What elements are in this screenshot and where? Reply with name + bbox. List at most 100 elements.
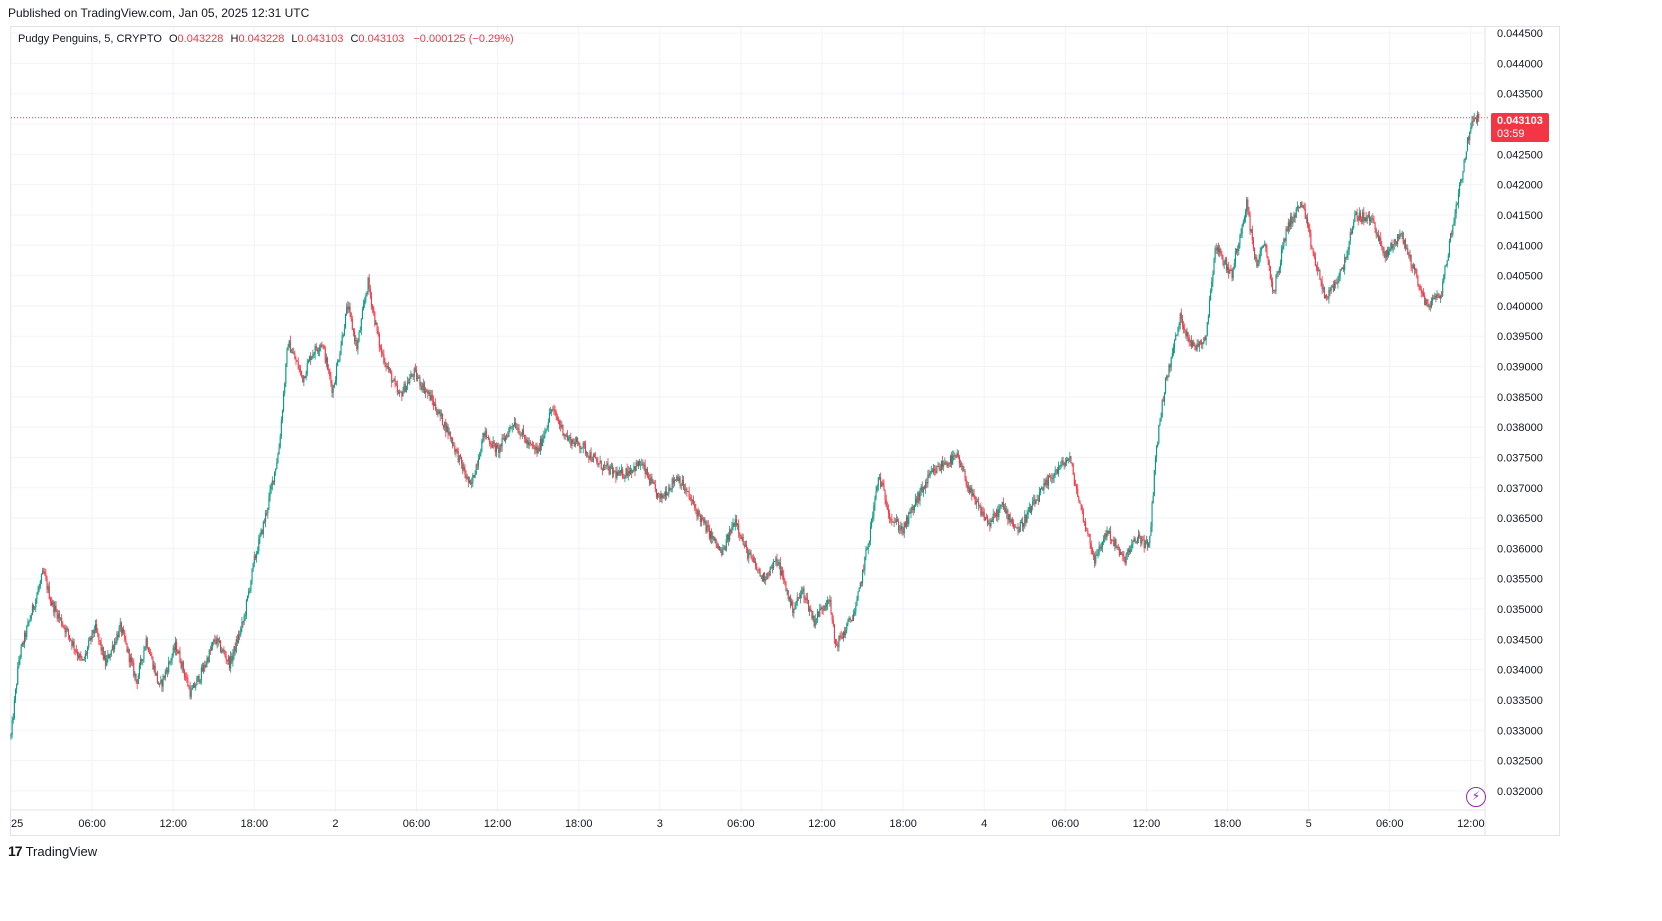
candle-body <box>274 471 276 483</box>
candle-body <box>1366 216 1368 221</box>
candle-body <box>91 630 93 640</box>
candle-body <box>1078 497 1080 501</box>
candle-body <box>436 410 438 415</box>
candle-body <box>186 677 188 679</box>
candle-body <box>1137 534 1140 539</box>
candle-body <box>196 678 198 686</box>
candle-body <box>841 637 843 639</box>
candle-body <box>152 657 154 669</box>
candle-body <box>417 377 419 379</box>
candle-body <box>1352 228 1354 234</box>
high-label: H <box>230 33 239 45</box>
candle-body <box>770 566 772 568</box>
candle-body <box>605 465 607 466</box>
candle-body <box>1176 334 1178 336</box>
candle-body <box>422 383 424 390</box>
lightning-icon[interactable]: ⚡ <box>1466 787 1486 807</box>
y-tick-label: 0.038000 <box>1497 422 1543 434</box>
candle-body <box>707 525 709 528</box>
candle-body <box>851 619 853 621</box>
candle-body <box>256 553 258 559</box>
candle-body <box>1002 502 1004 509</box>
candle-body <box>1092 554 1095 556</box>
candle-body <box>415 370 418 379</box>
y-tick-label: 0.044500 <box>1497 28 1543 40</box>
candle-body <box>1390 242 1392 249</box>
candle-body <box>333 384 335 388</box>
x-axis[interactable]: 25 06:00 12:00 18:00 2 06:00 12:00 18:00 3 06:00 1… <box>11 809 1485 830</box>
candle-body <box>1000 504 1002 507</box>
candle-body <box>1296 206 1298 209</box>
candle-body <box>945 462 947 465</box>
x-tick-label: 12:00 <box>808 818 836 830</box>
candle-body <box>733 523 735 527</box>
candle-body <box>1126 551 1128 555</box>
candle-body <box>1157 442 1159 447</box>
candle-body <box>1272 281 1274 291</box>
candle-body <box>208 650 210 662</box>
candle-body <box>427 390 429 394</box>
candle-body <box>251 568 253 581</box>
candle-body <box>179 651 181 663</box>
candle-body <box>489 439 491 444</box>
candle-body <box>302 375 304 383</box>
candle-body <box>60 617 62 619</box>
candle-body <box>1010 519 1012 523</box>
candle-body <box>206 658 208 665</box>
candle-body <box>988 523 990 524</box>
candle-body <box>262 521 264 535</box>
candle-body <box>703 518 705 523</box>
candle-body <box>10 734 12 737</box>
candle-body <box>1067 460 1069 461</box>
candle-body <box>230 656 232 669</box>
candle-body <box>498 447 500 454</box>
candle-body <box>495 445 498 453</box>
candle-body <box>303 376 305 383</box>
candle-body <box>385 364 387 368</box>
candle-body <box>1214 248 1216 260</box>
candle-body <box>64 627 66 633</box>
candle-body <box>277 454 279 463</box>
candle-body <box>347 306 349 310</box>
candle-body <box>893 521 895 523</box>
candle-body <box>207 658 209 662</box>
candle-body <box>129 657 131 663</box>
symbol-name[interactable]: Pudgy Penguins, 5, CRYPTO <box>18 33 162 45</box>
candle-body <box>1364 217 1366 221</box>
candle-body <box>622 469 624 478</box>
candle-body <box>920 486 922 491</box>
candle-body <box>673 480 676 484</box>
candle-body <box>448 431 450 435</box>
candle-body <box>105 655 107 666</box>
candle-body <box>1436 294 1438 298</box>
tradingview-logo[interactable]: 17 TradingView <box>8 843 97 859</box>
candle-body <box>565 435 567 437</box>
candle-body <box>824 605 826 607</box>
candle-body <box>589 452 591 459</box>
candle-body <box>1460 179 1462 185</box>
y-axis[interactable]: 0.0445000.0440000.0435000.0430000.042500… <box>1484 27 1543 835</box>
candle-body <box>171 655 173 661</box>
candle-body <box>1365 217 1367 221</box>
candle-body <box>975 501 977 504</box>
candle-body <box>1283 238 1285 247</box>
candle-body <box>633 466 635 470</box>
candle-body <box>361 309 363 320</box>
candle-body <box>806 598 808 600</box>
candle-body <box>602 464 605 471</box>
candle-body <box>1246 199 1248 212</box>
candle-body <box>1401 232 1403 234</box>
candle-body <box>1440 295 1443 297</box>
candle-body <box>534 446 536 450</box>
candle-body <box>486 436 489 438</box>
candle-body <box>1277 271 1279 273</box>
candle-body <box>685 488 687 491</box>
candle-body <box>98 633 100 641</box>
x-tick-label: 5 <box>1306 818 1312 830</box>
candle-body <box>1446 260 1448 266</box>
candle-body <box>22 642 24 645</box>
candle-body <box>696 509 698 517</box>
candle-body <box>1394 239 1396 242</box>
candle-body <box>69 634 71 639</box>
